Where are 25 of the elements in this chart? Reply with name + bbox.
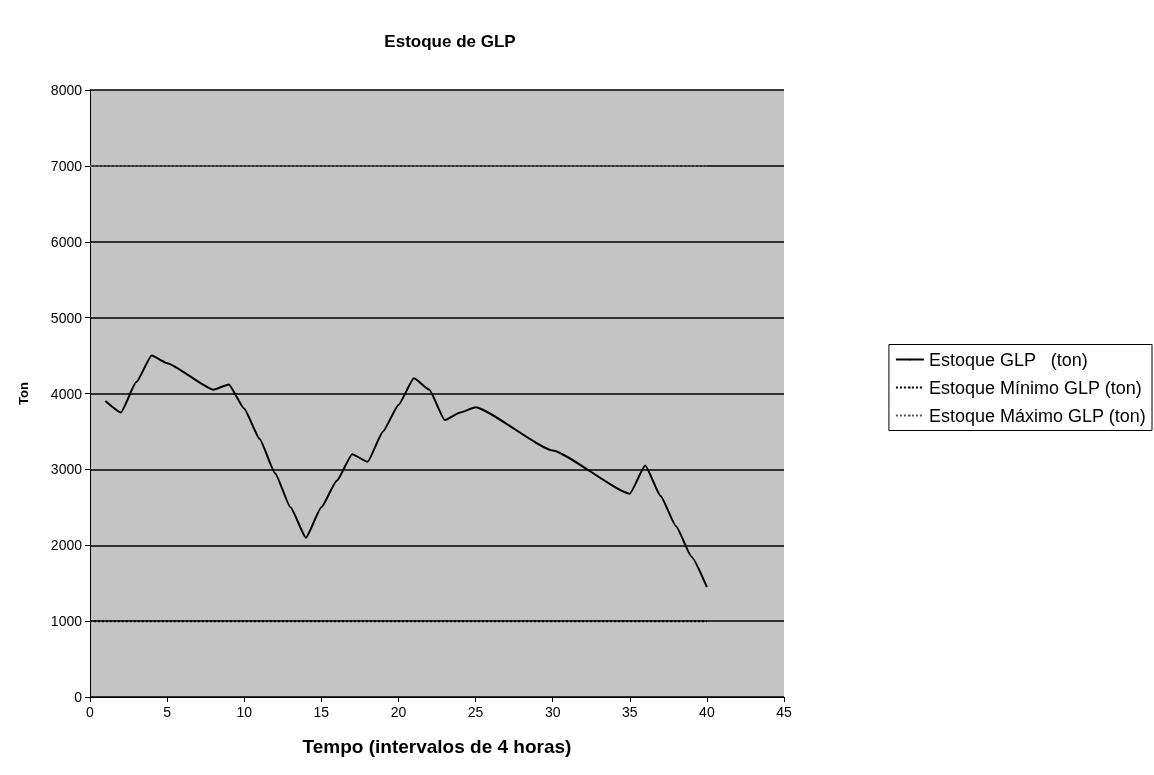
y-tick-label: 3000 (50, 461, 83, 478)
x-tick-label: 45 (776, 704, 792, 720)
y-tick-label: 5000 (50, 309, 83, 326)
x-tick-label: 30 (544, 704, 561, 720)
y-tick-label: 1000 (50, 613, 83, 630)
legend-label: Estoque Mínimo GLP (ton) (928, 377, 1142, 398)
chart-title: Estoque de GLP (384, 32, 516, 51)
x-axis-title: Tempo (intervalos de 4 horas) (302, 736, 572, 757)
x-tick-label: 5 (163, 704, 172, 720)
legend-label: Estoque Máximo GLP (ton) (928, 405, 1146, 426)
y-tick-label: 2000 (50, 537, 83, 554)
x-tick-label: 25 (467, 704, 484, 720)
legend-label: Estoque GLP (ton) (928, 349, 1088, 370)
y-tick-label: 4000 (50, 385, 83, 402)
y-tick-label: 0 (74, 689, 83, 705)
x-tick-label: 10 (236, 704, 253, 720)
y-tick-label: 8000 (50, 82, 83, 98)
y-tick-label: 7000 (50, 157, 83, 174)
x-tick-label: 40 (699, 704, 715, 720)
x-tick-label: 0 (86, 704, 95, 720)
x-tick-label: 15 (313, 704, 330, 720)
x-tick-label: 20 (390, 704, 407, 720)
x-tick-label: 35 (621, 704, 638, 720)
y-tick-label: 6000 (50, 233, 83, 250)
y-axis-title: Ton (16, 382, 31, 405)
